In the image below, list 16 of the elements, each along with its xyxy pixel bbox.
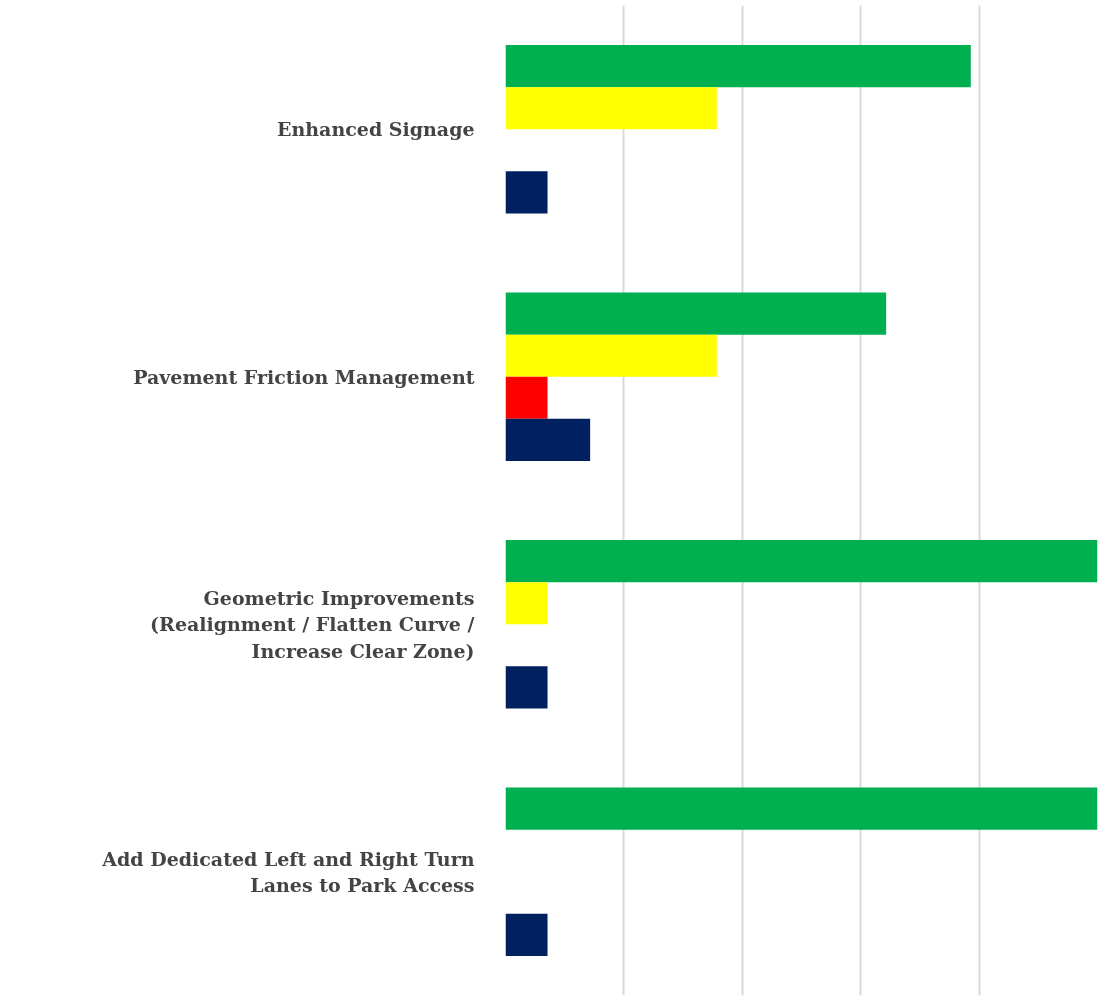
bar bbox=[505, 666, 548, 709]
bar bbox=[505, 376, 548, 419]
bar bbox=[505, 334, 717, 377]
y-tick-label: Add Dedicated Left and Right Turn Lanes to Park Access bbox=[101, 847, 475, 896]
bar bbox=[505, 418, 591, 461]
bar bbox=[505, 292, 887, 335]
y-tick-label: Enhanced Signage bbox=[276, 118, 475, 141]
bar bbox=[505, 582, 548, 625]
bar bbox=[505, 45, 971, 88]
bar bbox=[505, 540, 1098, 583]
y-tick-label: Geometric Improvements (Realignment / Flatten Curve / Increase Clear Zone) bbox=[150, 586, 475, 662]
bar bbox=[505, 787, 1098, 830]
y-tick-label: Pavement Friction Management bbox=[133, 365, 475, 388]
bar bbox=[505, 171, 548, 214]
bar bbox=[505, 87, 717, 130]
bar bbox=[505, 913, 548, 956]
